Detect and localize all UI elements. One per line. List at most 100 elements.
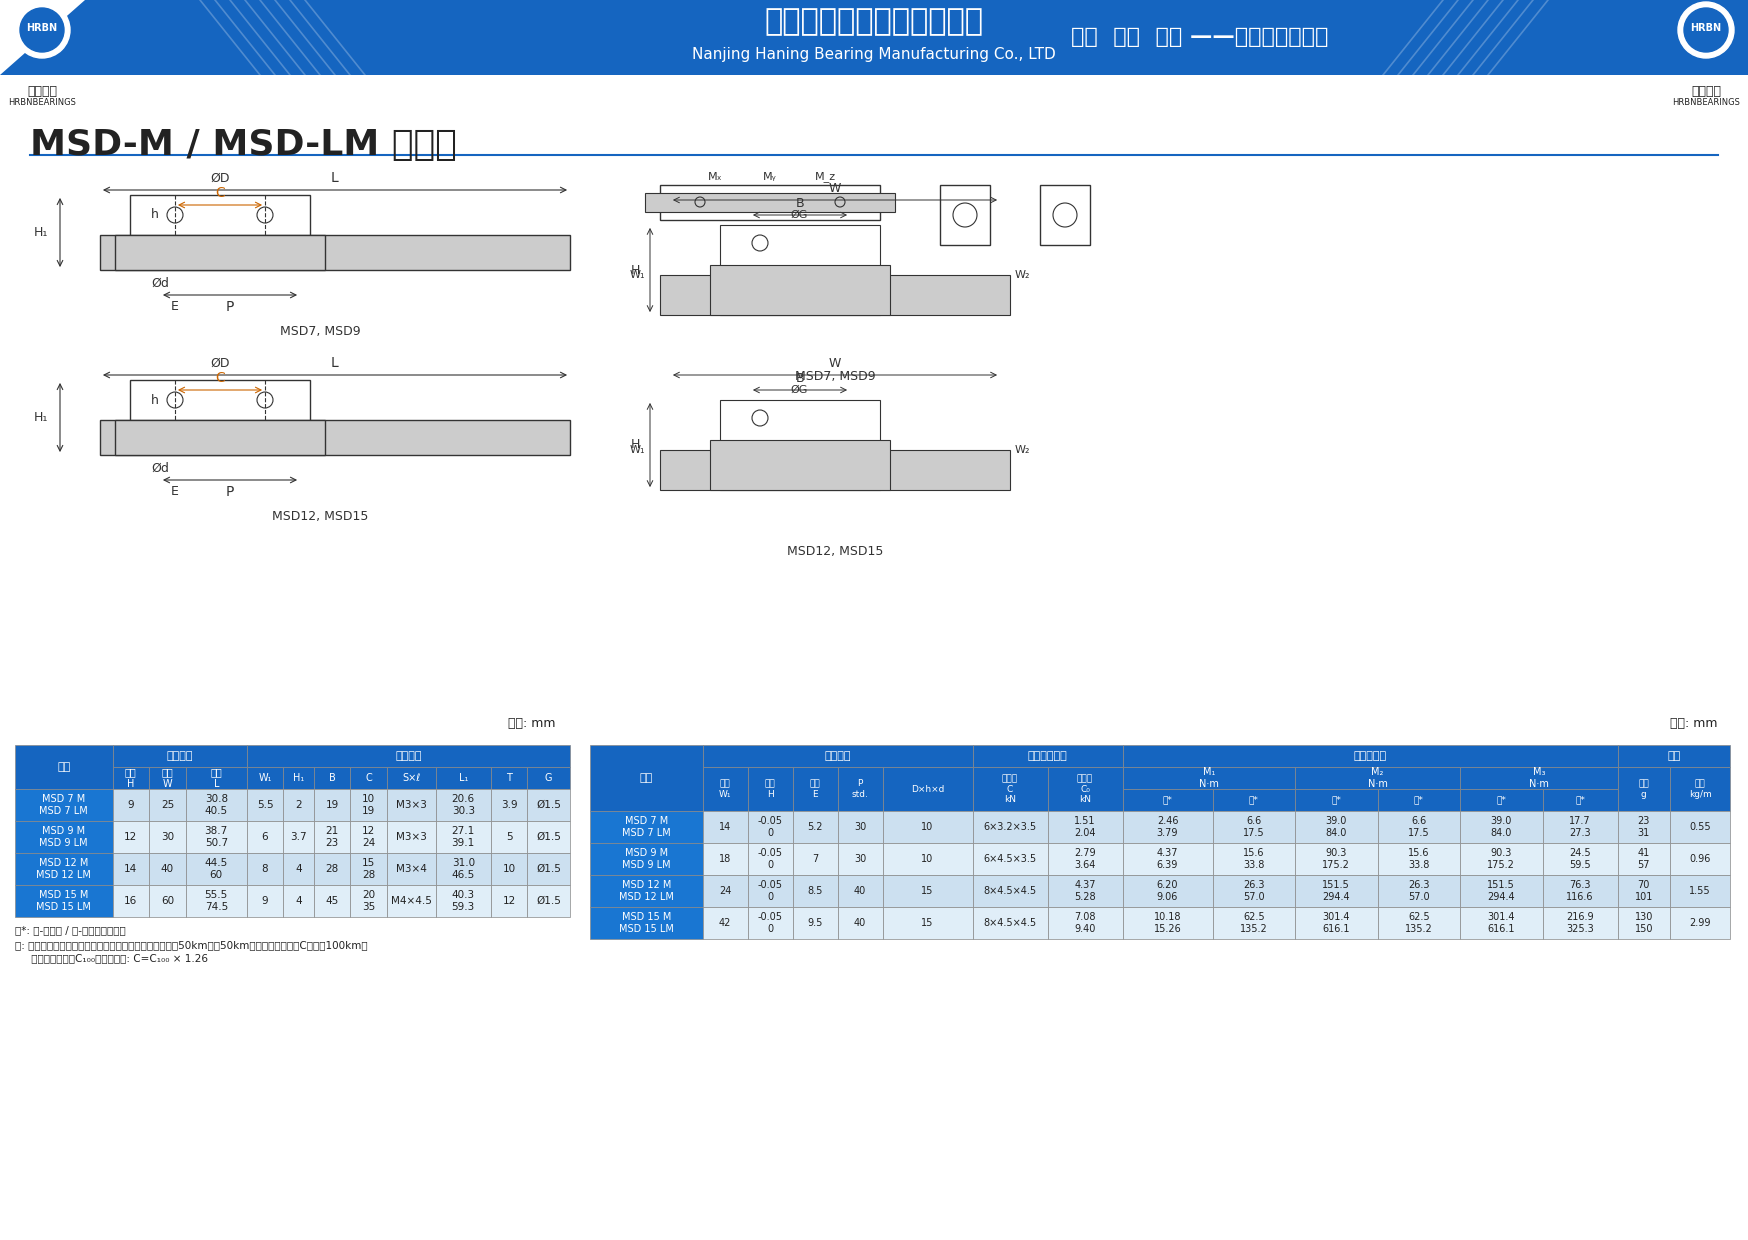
Text: 31.0
46.5: 31.0 46.5 — [451, 858, 475, 880]
Text: 24.5
59.5: 24.5 59.5 — [1570, 848, 1591, 869]
Bar — [246, 768, 283, 789]
Bar — [16, 745, 112, 789]
Bar — [792, 811, 837, 843]
Bar — [112, 821, 149, 853]
Text: H₁: H₁ — [33, 226, 47, 239]
Bar — [591, 906, 703, 939]
Bar — [386, 789, 435, 821]
Bar — [1617, 745, 1731, 768]
Text: 南京哈宁轴承制造有限公司: 南京哈宁轴承制造有限公司 — [764, 7, 984, 36]
Bar — [100, 236, 570, 270]
Text: 4.37
5.28: 4.37 5.28 — [1075, 880, 1096, 901]
Text: C: C — [215, 186, 225, 200]
Text: 滑块尺寸: 滑块尺寸 — [395, 751, 421, 761]
Text: 6.6
17.5: 6.6 17.5 — [1407, 816, 1430, 838]
Bar — [883, 768, 972, 811]
Text: P
std.: P std. — [851, 779, 869, 799]
Text: 15: 15 — [921, 918, 933, 928]
Circle shape — [14, 2, 70, 58]
Text: 9: 9 — [262, 897, 269, 906]
Text: W₂: W₂ — [1016, 270, 1031, 280]
Bar — [16, 853, 112, 885]
Text: T: T — [507, 773, 512, 782]
Bar — [16, 821, 112, 853]
Text: 单位: mm: 单位: mm — [507, 717, 556, 730]
Bar — [703, 906, 748, 939]
Text: C: C — [365, 773, 372, 782]
Text: HRBN: HRBN — [1690, 24, 1722, 33]
Text: W₂: W₂ — [1016, 445, 1031, 455]
Text: 21
23: 21 23 — [325, 826, 339, 848]
Text: 10: 10 — [921, 854, 933, 864]
Text: 基本额定负荷: 基本额定负荷 — [1028, 751, 1068, 761]
Text: 39.0
84.0: 39.0 84.0 — [1325, 816, 1348, 838]
Bar — [528, 789, 570, 821]
Text: Nanjing Haning Bearing Manufacturing Co., LTD: Nanjing Haning Bearing Manufacturing Co.… — [692, 47, 1056, 62]
Text: H: H — [631, 439, 640, 451]
Bar — [528, 885, 570, 918]
Text: 151.5
294.4: 151.5 294.4 — [1323, 880, 1349, 901]
Text: 40: 40 — [853, 887, 865, 897]
Text: 双*: 双* — [1248, 796, 1259, 805]
Text: E: E — [171, 300, 178, 312]
Bar — [1377, 906, 1460, 939]
Bar — [1295, 875, 1377, 906]
Bar — [16, 789, 112, 821]
Text: 4: 4 — [295, 864, 302, 874]
Text: 动负荷
C
kN: 动负荷 C kN — [1002, 774, 1017, 804]
Text: 7: 7 — [811, 854, 818, 864]
Bar — [1295, 843, 1377, 875]
Text: 20
35: 20 35 — [362, 890, 376, 911]
Bar — [972, 811, 1047, 843]
Bar — [703, 745, 972, 768]
Bar — [112, 768, 149, 789]
Bar — [246, 885, 283, 918]
Text: M₃
N·m: M₃ N·m — [1530, 768, 1549, 789]
Bar — [100, 420, 570, 455]
Bar — [435, 821, 491, 853]
Bar — [1669, 906, 1731, 939]
Bar — [386, 885, 435, 918]
Bar — [1460, 811, 1542, 843]
Bar — [1617, 906, 1669, 939]
Text: 26.3
57.0: 26.3 57.0 — [1243, 880, 1264, 901]
Text: 28: 28 — [325, 864, 339, 874]
Bar — [1460, 906, 1542, 939]
Bar — [792, 843, 837, 875]
Bar — [1617, 811, 1669, 843]
Text: 3.9: 3.9 — [500, 800, 517, 810]
Bar — [491, 821, 528, 853]
Bar — [661, 275, 1010, 315]
Text: 4.37
6.39: 4.37 6.39 — [1157, 848, 1178, 869]
Text: 12: 12 — [124, 832, 138, 842]
Bar — [748, 811, 792, 843]
Text: 注: 滚珠型系列线性导轨基本额定动负荷的额定疲劳寿命为50km，将50km的额定疲劳寿命的C换算成100km的: 注: 滚珠型系列线性导轨基本额定动负荷的额定疲劳寿命为50km，将50km的额定… — [16, 940, 367, 950]
Text: 8: 8 — [262, 864, 269, 874]
Bar — [491, 768, 528, 789]
Bar — [1460, 875, 1542, 906]
Bar — [591, 875, 703, 906]
Text: 单*: 单* — [1332, 796, 1341, 805]
Text: D×h×d: D×h×d — [911, 785, 944, 794]
Text: 151.5
294.4: 151.5 294.4 — [1488, 880, 1516, 901]
Text: Mᵧ: Mᵧ — [764, 172, 776, 182]
Text: 6.20
9.06: 6.20 9.06 — [1157, 880, 1178, 901]
Text: Ø1.5: Ø1.5 — [537, 864, 561, 874]
Bar — [661, 450, 1010, 490]
Bar — [1617, 843, 1669, 875]
Bar — [972, 906, 1047, 939]
Bar — [1460, 768, 1617, 789]
Bar — [185, 789, 246, 821]
Bar — [972, 745, 1122, 768]
Bar — [837, 768, 883, 811]
Bar — [491, 853, 528, 885]
Text: 诚信  创新  担当 ——世界因我们而动: 诚信 创新 担当 ——世界因我们而动 — [1072, 27, 1328, 47]
Text: 15: 15 — [921, 887, 933, 897]
Text: 9: 9 — [128, 800, 135, 810]
Bar — [283, 853, 315, 885]
Bar — [386, 768, 435, 789]
Text: 单*: 单* — [1162, 796, 1173, 805]
Bar — [528, 821, 570, 853]
Text: -0.05
0: -0.05 0 — [757, 913, 783, 934]
Text: 45: 45 — [325, 897, 339, 906]
